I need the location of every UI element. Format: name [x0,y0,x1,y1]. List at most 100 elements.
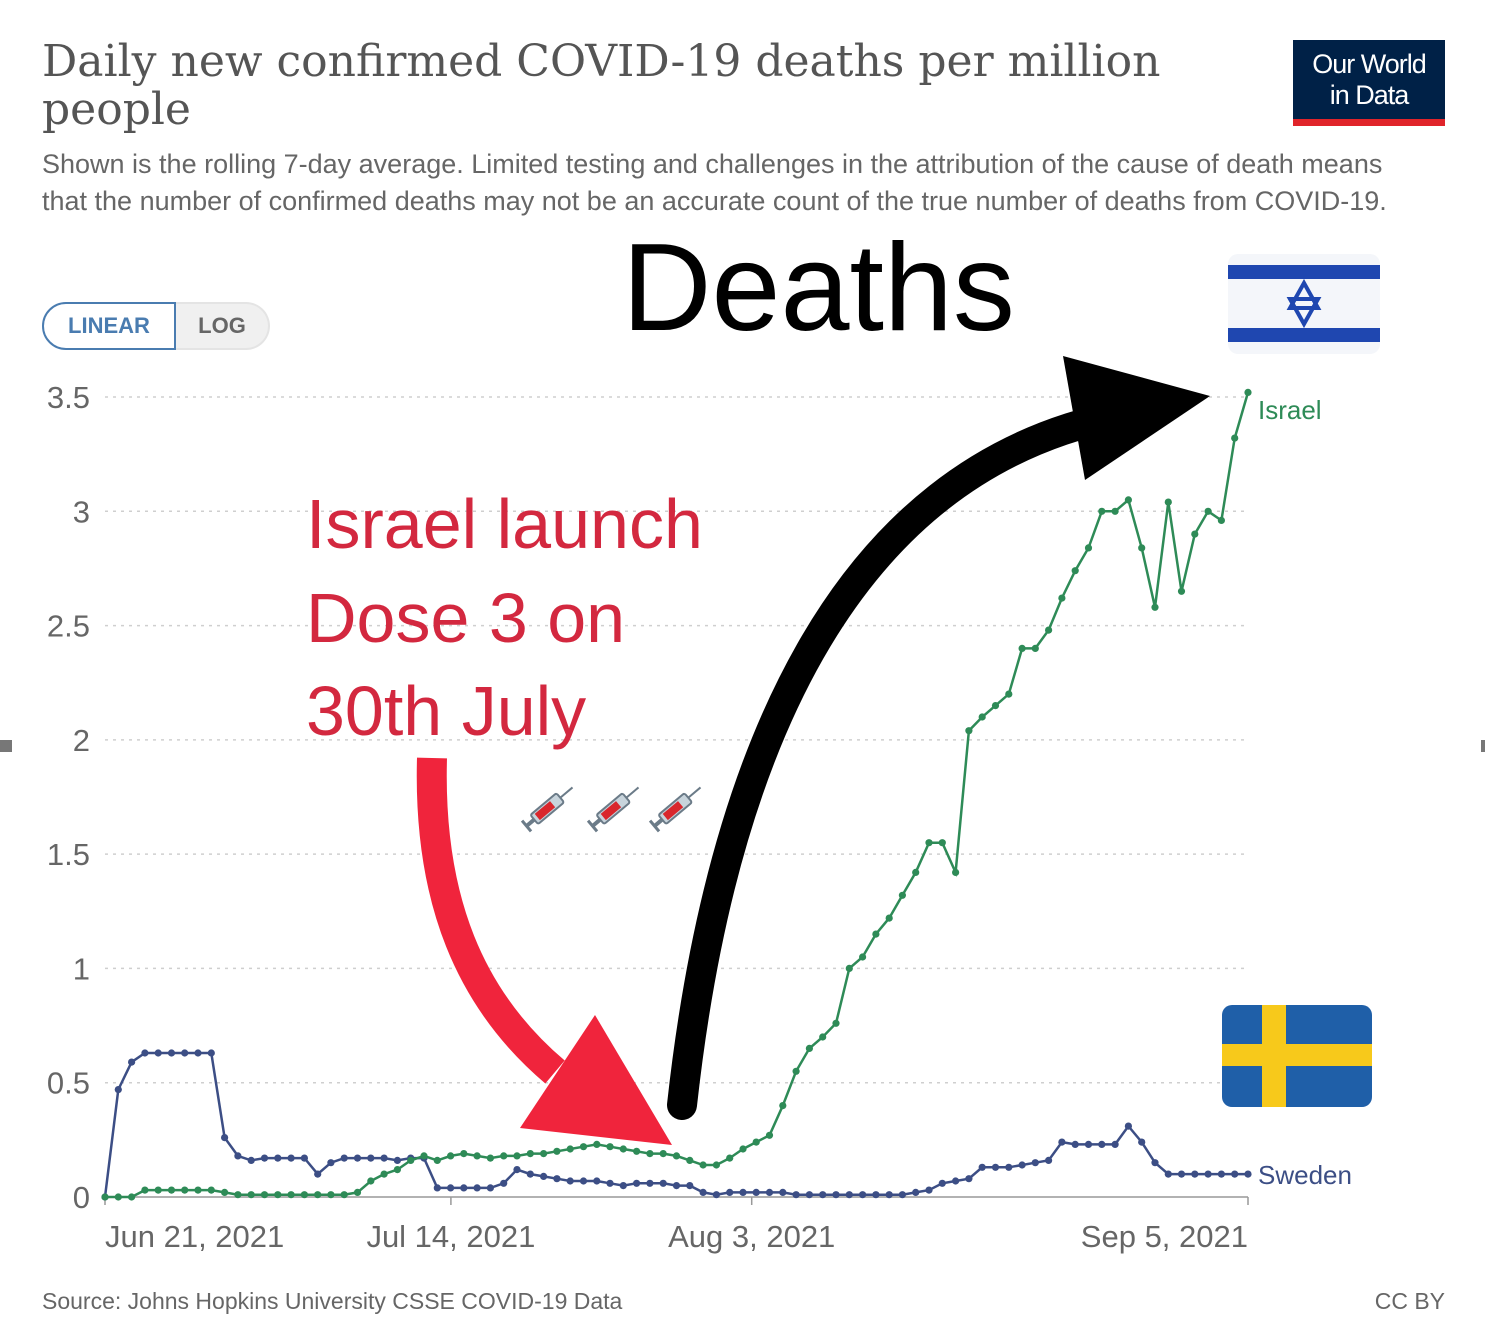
data-point [221,1188,229,1196]
data-point [606,1143,614,1151]
data-point [726,1154,734,1162]
data-point [1018,644,1026,653]
data-point [274,1154,282,1162]
data-point [260,1154,269,1162]
data-point [526,1150,534,1158]
data-point [885,1191,893,1199]
y-tick-label: 3.5 [47,380,90,415]
data-point [699,1161,707,1169]
data-point [579,1143,588,1151]
data-point [859,953,867,961]
data-point [486,1184,494,1192]
series-label-israel: Israel [1258,395,1322,425]
data-point [393,1156,401,1164]
data-point [1058,1138,1066,1146]
data-point [1204,507,1212,515]
x-tick-label: Sep 5, 2021 [1081,1219,1248,1254]
data-point [486,1154,494,1162]
data-point [114,1193,122,1201]
data-point [832,1191,840,1199]
data-point [513,1152,521,1160]
owid-logo[interactable]: Our World in Data [1293,40,1445,126]
data-point [965,1175,973,1183]
data-point [1191,1170,1199,1178]
data-point [1217,516,1225,525]
data-point [672,1152,681,1160]
data-point [765,1188,774,1196]
data-point [991,1163,1000,1171]
y-axis: 0 0.5 1 1.5 2 2.5 3 3.5 [47,380,90,1215]
data-point [1005,690,1013,698]
data-point [805,1191,814,1199]
data-point [287,1154,295,1162]
data-point [898,1191,907,1199]
data-point [872,1191,880,1199]
data-point [1124,496,1132,504]
data-point [1124,1122,1132,1130]
data-point [380,1170,388,1178]
left-edge-mark [0,740,12,752]
x-tick-label: Jul 14, 2021 [366,1219,535,1254]
dose-annotation-line-2: Dose 3 on [306,579,625,657]
data-point [1045,1156,1053,1164]
data-point [845,964,853,973]
data-point [367,1177,375,1185]
data-point [1164,498,1172,506]
data-point [792,1067,800,1075]
data-point [646,1150,654,1158]
data-point [287,1191,295,1199]
data-point [181,1186,189,1194]
data-point [1217,1170,1225,1178]
data-point [526,1170,534,1178]
data-point [500,1179,508,1187]
data-point [686,1182,694,1190]
data-point [952,1177,960,1185]
data-point [593,1140,601,1148]
data-point [619,1145,627,1153]
y-tick-label: 3 [73,494,90,529]
data-point [540,1172,548,1180]
linear-scale-button[interactable]: LINEAR [42,302,176,350]
data-point [327,1159,335,1167]
gridlines [105,396,1248,1084]
logo-line-2: in Data [1329,80,1410,110]
log-scale-button[interactable]: LOG [176,302,270,350]
data-point [1098,1140,1106,1148]
data-point [340,1191,348,1199]
data-point [128,1193,136,1201]
data-point [194,1186,202,1194]
data-point [407,1156,415,1164]
data-point [686,1156,694,1164]
data-point [1244,388,1252,396]
data-point [1138,1138,1146,1146]
data-point [340,1154,348,1162]
data-point [805,1044,814,1052]
data-point [1151,603,1159,611]
data-point [141,1186,149,1194]
data-point [247,1191,255,1199]
dose-annotation-line-1: Israel launch [306,485,703,563]
data-point [619,1182,627,1190]
logo-line-1: Our World [1312,49,1427,79]
data-point [872,930,880,938]
data-point [247,1156,255,1164]
data-point [579,1177,588,1185]
data-point [792,1191,800,1199]
data-point [314,1191,322,1199]
data-point [553,1175,561,1183]
data-point [1098,507,1106,515]
data-point [672,1182,681,1190]
data-point [699,1188,707,1196]
data-point [314,1170,322,1178]
license-link[interactable]: CC BY [1374,1288,1445,1314]
data-point [659,1150,667,1158]
series-lines [101,388,1252,1201]
data-point [167,1049,176,1057]
data-point [938,1179,946,1187]
syringe-icon [520,786,574,833]
series-israel [101,388,1252,1201]
y-tick-label: 2.5 [47,609,90,644]
data-point [433,1156,441,1164]
data-point [1231,434,1239,442]
